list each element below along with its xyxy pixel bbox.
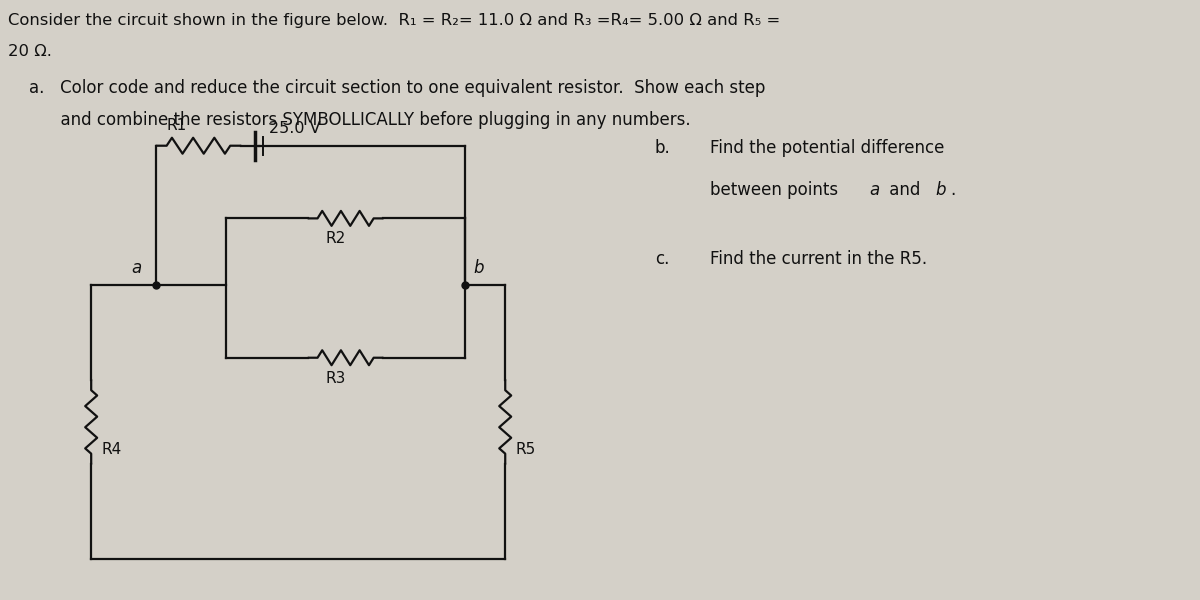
- Text: a.   Color code and reduce the circuit section to one equivalent resistor.  Show: a. Color code and reduce the circuit sec…: [29, 79, 766, 97]
- Text: b: b: [935, 181, 946, 199]
- Text: and combine the resistors SYMBOLLICALLY before plugging in any numbers.: and combine the resistors SYMBOLLICALLY …: [29, 111, 691, 129]
- Text: Find the potential difference: Find the potential difference: [709, 139, 944, 157]
- Text: R1: R1: [166, 118, 186, 133]
- Text: .: .: [950, 181, 955, 199]
- Text: R2: R2: [325, 232, 346, 247]
- Text: a: a: [869, 181, 880, 199]
- Text: R5: R5: [515, 442, 535, 457]
- Text: b.: b.: [655, 139, 671, 157]
- Text: 25.0 V: 25.0 V: [269, 121, 320, 136]
- Text: a: a: [132, 259, 142, 277]
- Text: and: and: [884, 181, 926, 199]
- Text: c.: c.: [655, 250, 670, 268]
- Text: Find the current in the R5.: Find the current in the R5.: [709, 250, 926, 268]
- Text: between points: between points: [709, 181, 844, 199]
- Text: 20 Ω.: 20 Ω.: [8, 44, 53, 59]
- Text: b: b: [473, 259, 484, 277]
- Text: R4: R4: [101, 442, 121, 457]
- Text: Consider the circuit shown in the figure below.  R₁ = R₂= 11.0 Ω and R₃ =R₄= 5.0: Consider the circuit shown in the figure…: [8, 13, 781, 28]
- Text: R3: R3: [325, 371, 346, 386]
